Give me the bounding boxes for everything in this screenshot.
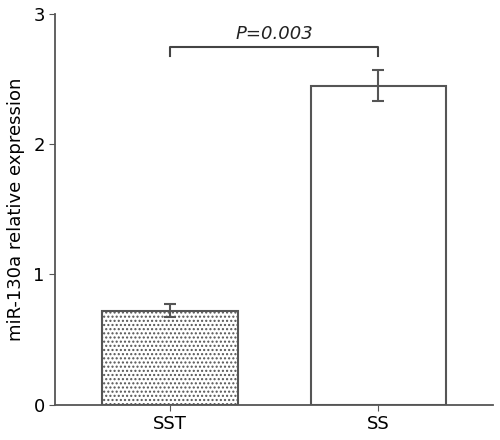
Bar: [102, 311, 238, 405]
Bar: [310, 85, 446, 405]
Y-axis label: miR-130a relative expression: miR-130a relative expression: [7, 77, 25, 341]
Text: P=0.003: P=0.003: [236, 25, 313, 43]
